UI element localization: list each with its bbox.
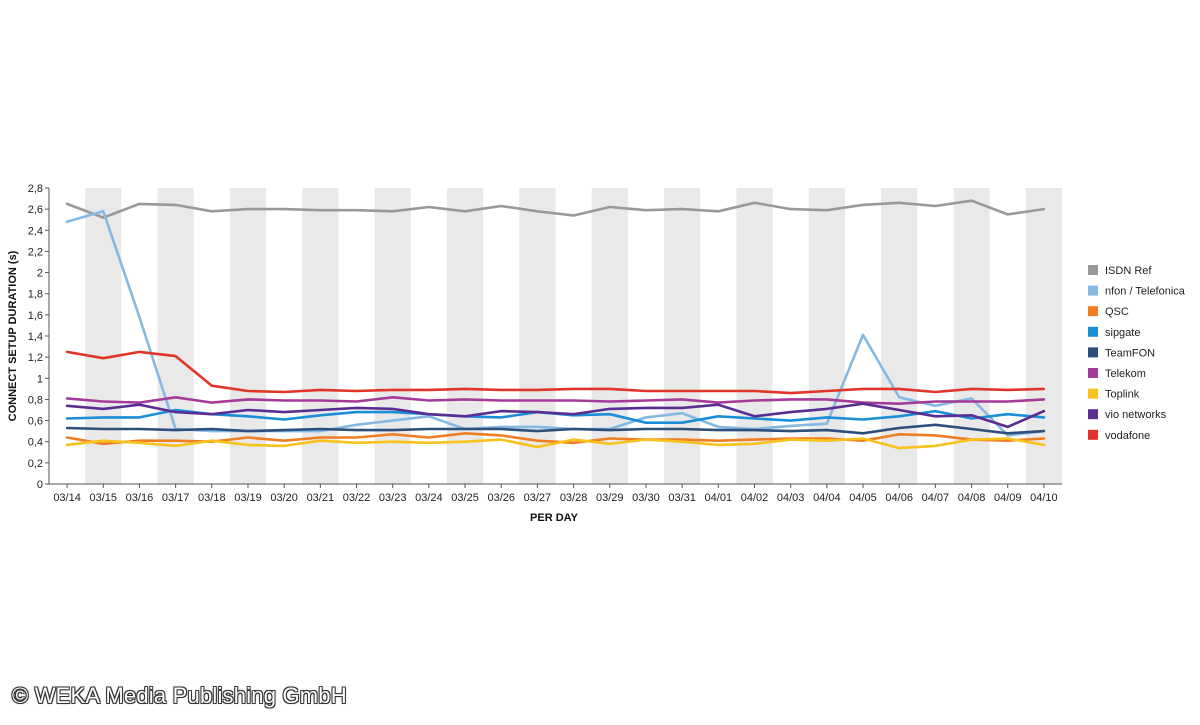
background-band xyxy=(881,188,918,484)
legend-swatch xyxy=(1088,306,1098,317)
x-tick-label: 03/26 xyxy=(487,492,515,504)
series-line-toplink xyxy=(65,437,1046,450)
background-band xyxy=(229,188,267,484)
series-lines xyxy=(65,199,1046,450)
background-band xyxy=(736,188,773,484)
legend-label: sipgate xyxy=(1105,327,1140,339)
background-band xyxy=(664,188,701,484)
background-band xyxy=(157,188,194,484)
x-tick-label: 03/17 xyxy=(162,492,190,504)
x-tick-label: 04/08 xyxy=(958,492,986,504)
x-tick-label: 04/06 xyxy=(885,492,913,504)
y-tick-label: 0,2 xyxy=(28,458,43,470)
x-tick-label: 03/16 xyxy=(126,492,154,504)
copyright-watermark: © WEKA Media Publishing GmbH xyxy=(12,683,347,708)
series-line-teamfon xyxy=(65,423,1046,435)
x-tick-label: 04/03 xyxy=(777,492,805,504)
legend-swatch xyxy=(1088,347,1098,358)
x-tick-label: 04/02 xyxy=(741,492,769,504)
legend-label: Telekom xyxy=(1105,368,1146,380)
series-line-qsc xyxy=(65,431,1046,446)
x-tick-label: 03/22 xyxy=(343,492,371,504)
y-tick-label: 0 xyxy=(37,479,43,491)
x-tick-label: 03/23 xyxy=(379,492,407,504)
x-tick-label: 03/27 xyxy=(524,492,552,504)
legend-label: ISDN Ref xyxy=(1105,265,1152,277)
x-tick-label: 03/31 xyxy=(668,492,696,504)
legend-swatch xyxy=(1088,429,1098,440)
x-tick-label: 04/09 xyxy=(994,492,1022,504)
background-band xyxy=(591,188,628,484)
legend: ISDN Ref nfon / Telefonica QSC sipgate TeamF… xyxy=(1088,265,1186,442)
x-tick-label: 03/25 xyxy=(451,492,479,504)
y-tick-label: 1 xyxy=(37,373,43,385)
background-band xyxy=(953,188,990,484)
legend-swatch xyxy=(1088,368,1098,378)
legend-swatch xyxy=(1088,409,1098,420)
x-tick-label: 03/21 xyxy=(307,492,335,504)
y-tick-label: 2,6 xyxy=(28,204,43,216)
legend-label: QSC xyxy=(1105,306,1129,318)
x-axis-title: PER DAY xyxy=(530,512,579,524)
x-tick-label: 04/07 xyxy=(922,492,950,504)
x-tick-label: 03/18 xyxy=(198,492,226,504)
background-band xyxy=(446,188,484,484)
legend-label: nfon / Telefonica xyxy=(1105,286,1186,298)
x-tick-label: 04/04 xyxy=(813,492,841,504)
y-tick-label: 0,4 xyxy=(28,437,43,449)
background-band xyxy=(85,188,122,484)
series-line-vodafone xyxy=(65,350,1046,395)
x-tick-label: 03/29 xyxy=(596,492,624,504)
legend-label: TeamFON xyxy=(1105,347,1155,359)
background-band xyxy=(1025,188,1062,484)
y-tick-label: 0,6 xyxy=(28,416,43,428)
y-tick-label: 1,8 xyxy=(28,289,43,301)
y-tick-label: 1,2 xyxy=(28,352,43,364)
background-band xyxy=(808,188,845,484)
x-axis: 03/14 03/15 03/16 03/17 03/18 03/19 03/20 03/21… xyxy=(53,484,1058,504)
legend-swatch xyxy=(1088,388,1098,399)
legend-label: vodafone xyxy=(1105,430,1150,442)
series-line-isdn-ref xyxy=(65,199,1046,219)
x-tick-label: 03/15 xyxy=(90,492,118,504)
x-tick-label: 03/20 xyxy=(270,492,298,504)
background-band xyxy=(519,188,556,484)
background-band xyxy=(374,188,411,484)
legend-label: Toplink xyxy=(1105,389,1140,401)
y-axis: 0 0,2 0,4 0,6 0,8 1 1,2 1,4 1,6 1,8 2 2,2 2,4 2,6 2,8 xyxy=(28,183,49,491)
x-tick-label: 03/19 xyxy=(234,492,262,504)
y-axis-title: CONNECT SETUP DURATION (s) xyxy=(7,250,19,421)
x-tick-label: 03/24 xyxy=(415,492,443,504)
y-tick-label: 2,8 xyxy=(28,183,43,195)
legend-label: vio networks xyxy=(1105,409,1167,421)
y-tick-label: 1,6 xyxy=(28,310,43,322)
x-tick-label: 04/05 xyxy=(849,492,877,504)
x-tick-label: 03/14 xyxy=(53,492,81,504)
y-tick-label: 1,4 xyxy=(28,331,43,343)
y-tick-label: 0,8 xyxy=(28,394,43,406)
background-band xyxy=(302,188,339,484)
series-line-vio-networks xyxy=(65,402,1046,429)
legend-swatch xyxy=(1088,265,1098,275)
legend-swatch xyxy=(1088,326,1098,337)
y-tick-label: 2,4 xyxy=(28,225,43,237)
x-tick-label: 03/30 xyxy=(632,492,660,504)
y-tick-label: 2 xyxy=(37,268,43,280)
legend-swatch xyxy=(1088,285,1098,296)
y-tick-label: 2,2 xyxy=(28,246,43,258)
x-tick-label: 04/10 xyxy=(1030,492,1058,504)
series-line-telekom xyxy=(65,395,1046,406)
x-tick-label: 04/01 xyxy=(705,492,733,504)
x-tick-label: 03/28 xyxy=(560,492,588,504)
